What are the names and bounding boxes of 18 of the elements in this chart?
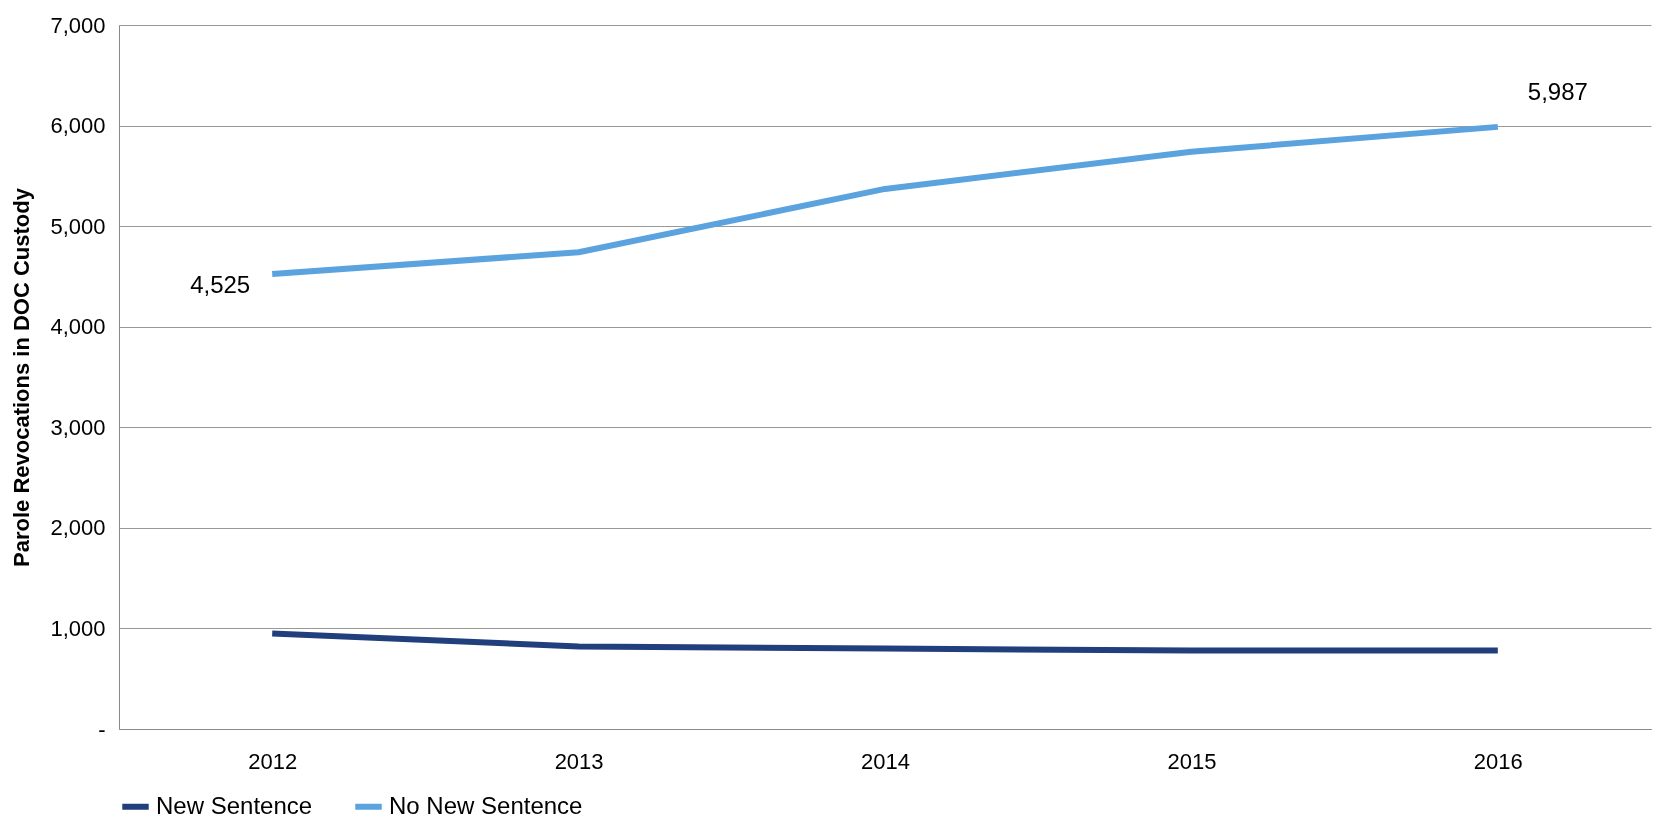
x-tick-label: 2016 — [1473, 748, 1523, 774]
y-tick-label: 7,000 — [50, 12, 106, 38]
y-axis-title: Parole Revocations in DOC Custody — [9, 187, 35, 567]
y-tick-label: 3,000 — [50, 414, 106, 440]
x-tick-label: 2012 — [248, 748, 298, 774]
y-tick-label: - — [98, 716, 106, 742]
x-tick-label: 2015 — [1167, 748, 1217, 774]
y-tick-label: 6,000 — [50, 113, 106, 139]
y-tick-label: 5,000 — [50, 213, 106, 239]
legend-label: New Sentence — [156, 791, 313, 819]
y-tick-label: 2,000 — [50, 515, 106, 541]
data-label: 4,525 — [190, 270, 251, 298]
x-tick-label: 2013 — [554, 748, 604, 774]
y-tick-label: 1,000 — [50, 615, 106, 641]
legend-label: No New Sentence — [389, 791, 583, 819]
x-tick-label: 2014 — [861, 748, 910, 774]
y-tick-label: 4,000 — [50, 314, 106, 340]
data-label: 5,987 — [1527, 77, 1588, 105]
